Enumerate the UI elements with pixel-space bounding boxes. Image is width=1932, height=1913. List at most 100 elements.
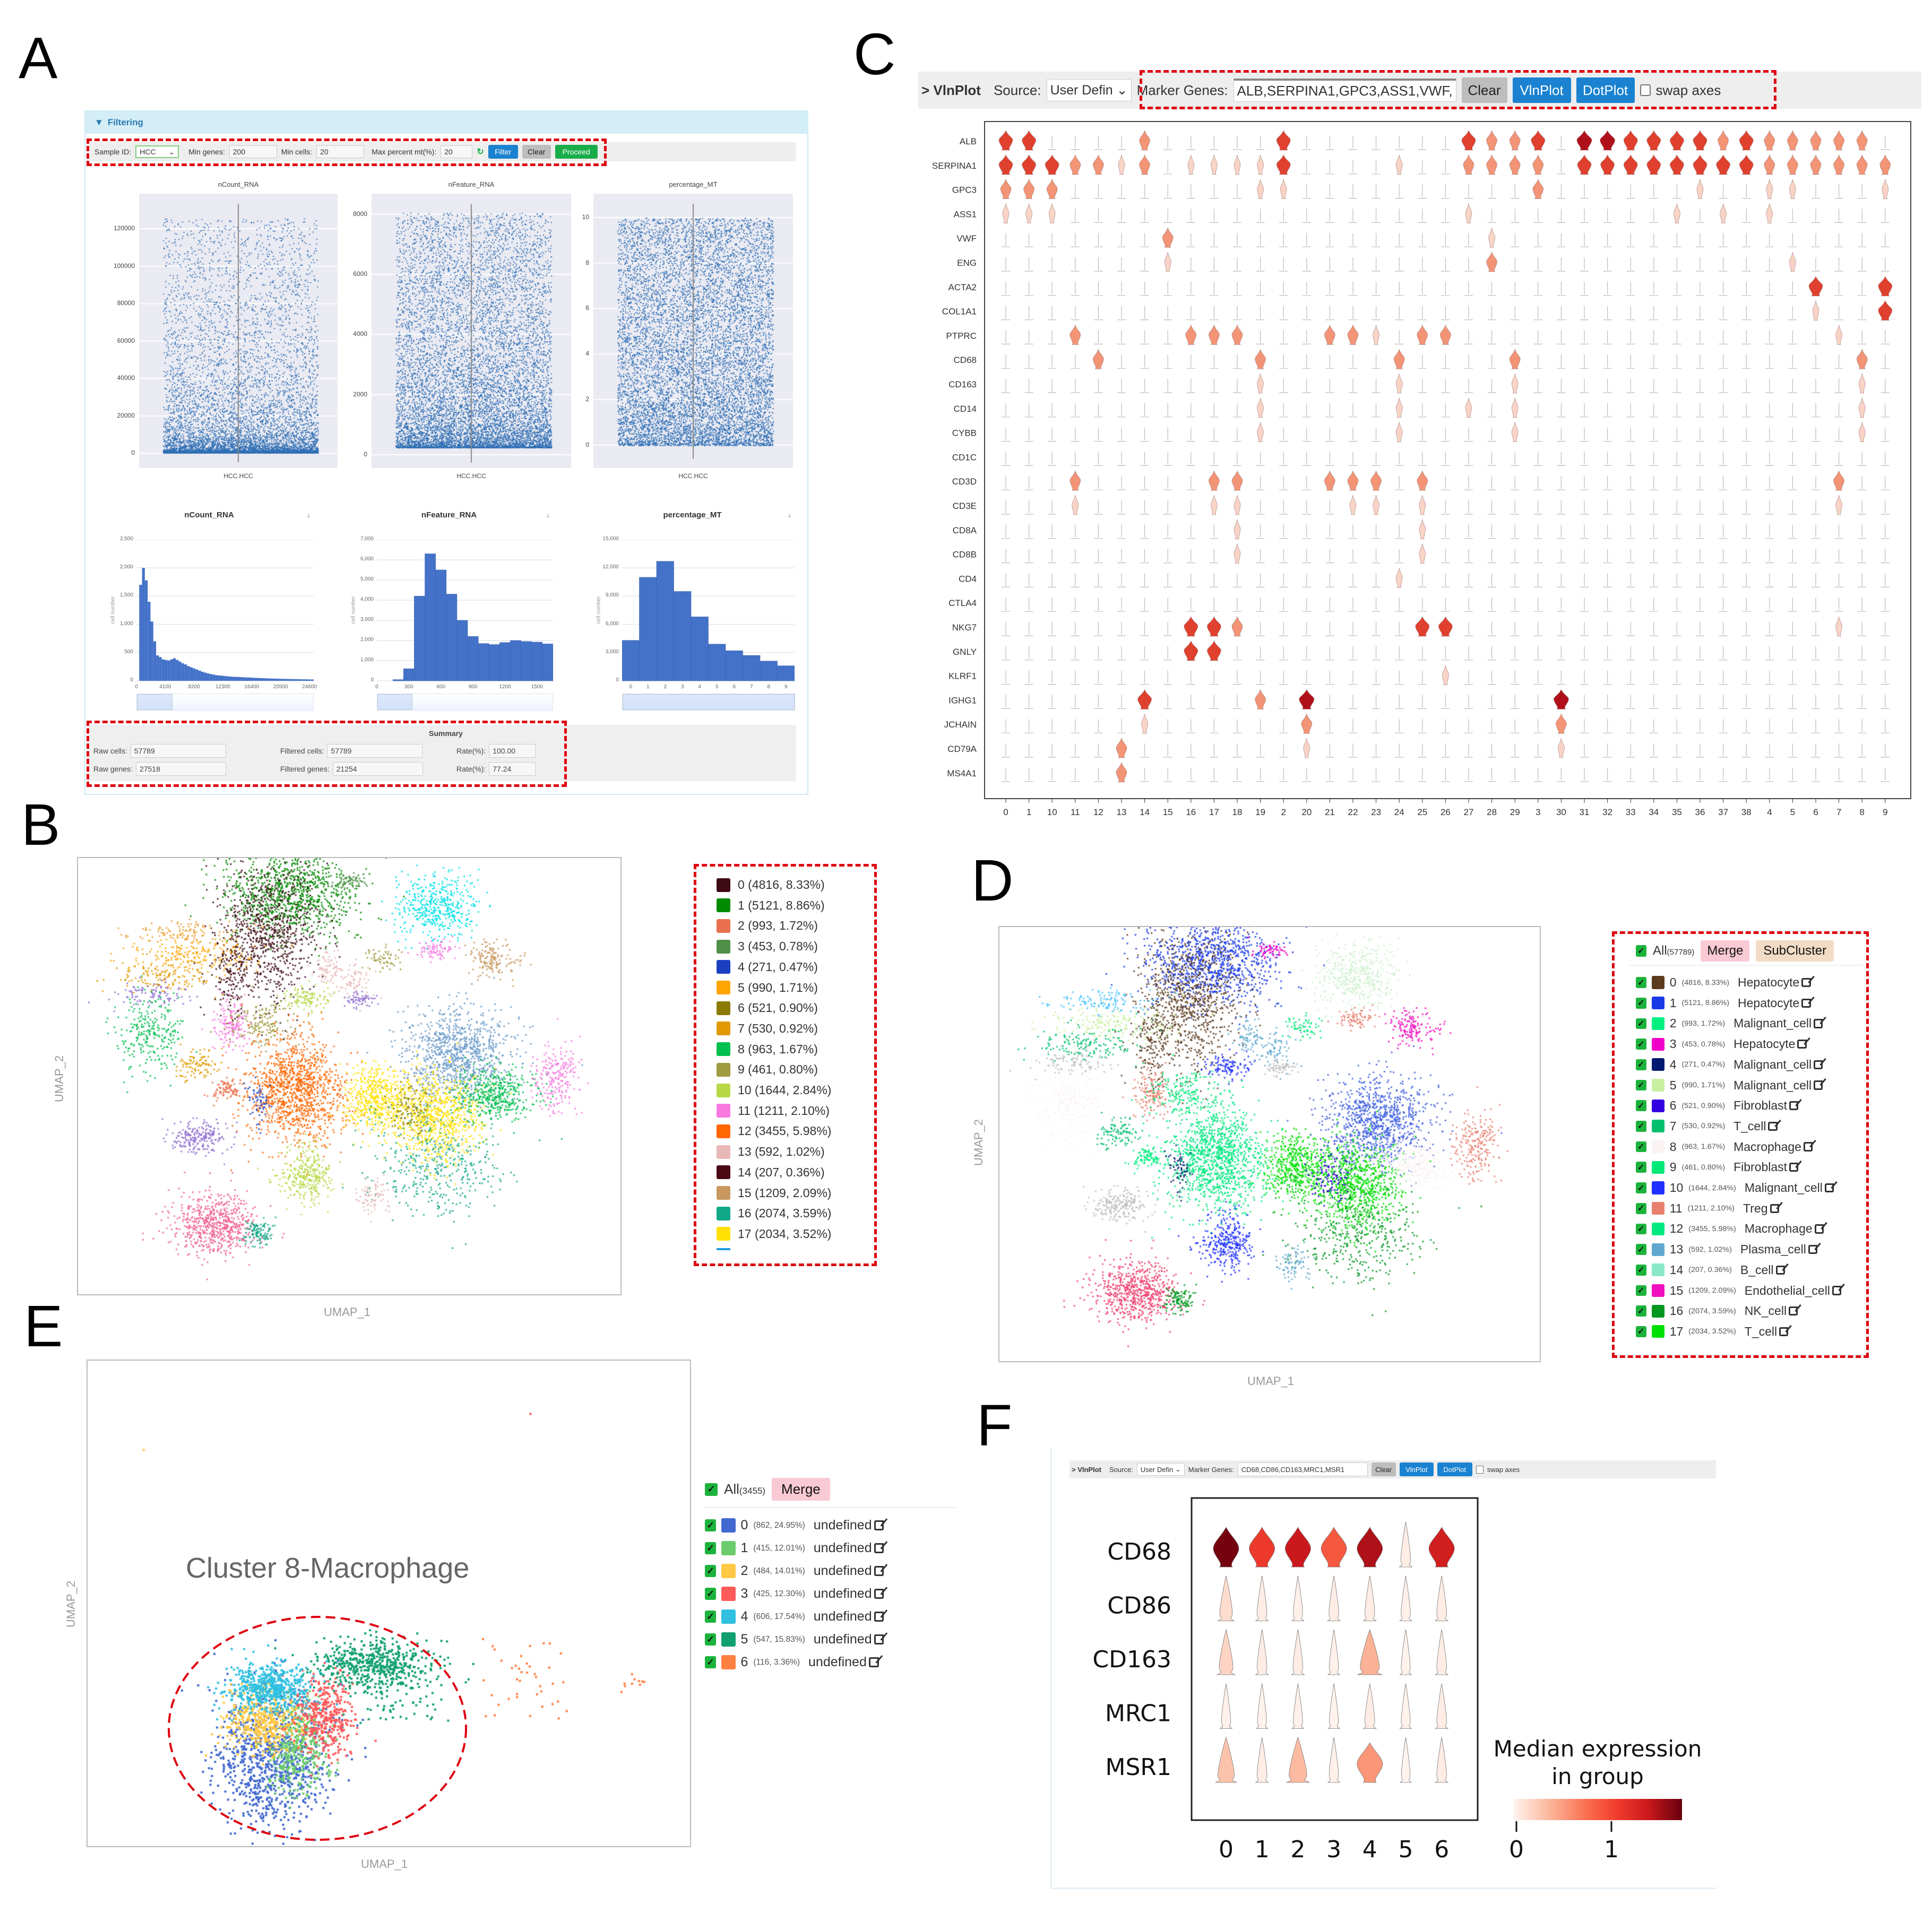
edit-icon[interactable] <box>874 1587 888 1599</box>
edit-icon[interactable] <box>1775 1263 1789 1275</box>
clear-button[interactable]: Clear <box>1461 77 1507 103</box>
edit-icon[interactable] <box>1814 1017 1827 1028</box>
range-slider[interactable] <box>622 694 795 711</box>
edit-icon[interactable] <box>1789 1304 1802 1316</box>
edit-icon[interactable] <box>1779 1325 1792 1337</box>
cluster-checkbox[interactable]: ✓ <box>705 1588 717 1600</box>
download-icon[interactable]: ⤓ <box>788 513 791 519</box>
cluster-checkbox[interactable]: ✓ <box>1636 1162 1646 1173</box>
filter-button[interactable]: Filter <box>488 145 518 159</box>
edit-icon[interactable] <box>868 1655 883 1667</box>
cluster-checkbox[interactable]: ✓ <box>1636 1018 1646 1029</box>
legend-item[interactable]: 5 (990, 1.71%) <box>717 981 818 995</box>
cluster-checkbox[interactable]: ✓ <box>1636 1100 1646 1112</box>
download-icon[interactable]: ⤓ <box>307 513 310 519</box>
sample-id-select[interactable]: HCC ⌄ <box>135 145 179 158</box>
cluster-checkbox[interactable]: ✓ <box>1636 1264 1646 1276</box>
vlnplot-button[interactable]: VlnPlot <box>1512 77 1571 103</box>
legend-item[interactable]: 0 (4816, 8.33%) <box>717 878 825 892</box>
cluster-checkbox[interactable]: ✓ <box>1636 1038 1646 1050</box>
legend-item[interactable]: 17 (2034, 3.52%) <box>717 1227 831 1241</box>
cluster-checkbox[interactable]: ✓ <box>1636 1223 1646 1235</box>
marker-genes-input[interactable]: ALB,SERPINA1,GPC3,ASS1,VWF, <box>1233 79 1456 102</box>
cluster-checkbox[interactable]: ✓ <box>705 1542 717 1554</box>
edit-icon[interactable] <box>1814 1078 1827 1090</box>
cluster-checkbox[interactable]: ✓ <box>1636 1285 1646 1296</box>
slider-handle[interactable] <box>137 694 172 710</box>
edit-icon[interactable] <box>1824 1181 1838 1193</box>
cluster-checkbox[interactable]: ✓ <box>1636 1141 1646 1153</box>
legend-item[interactable]: 12 (3455, 5.98%) <box>717 1124 831 1138</box>
edit-icon[interactable] <box>874 1564 888 1576</box>
refresh-icon[interactable]: ↻ <box>477 148 484 157</box>
marker-genes-input[interactable]: CD68,CD86,CD163,MRC1,MSR1 <box>1237 1462 1368 1476</box>
edit-icon[interactable] <box>1789 1098 1802 1111</box>
edit-icon[interactable] <box>1801 975 1815 988</box>
min-cells-input[interactable]: 20 <box>316 145 365 158</box>
cluster-checkbox[interactable]: ✓ <box>1636 1305 1646 1317</box>
legend-item[interactable]: 4 (271, 0.47%) <box>717 960 818 974</box>
range-slider[interactable] <box>377 694 553 711</box>
legend-item[interactable]: 6 (521, 0.90%) <box>717 1001 818 1015</box>
cluster-checkbox[interactable]: ✓ <box>1636 1059 1646 1070</box>
legend-item[interactable]: 3 (453, 0.78%) <box>717 939 818 954</box>
edit-icon[interactable] <box>1832 1284 1845 1295</box>
merge-button[interactable]: Merge <box>1701 940 1750 962</box>
vlnplot-button[interactable]: VlnPlot <box>1399 1462 1434 1476</box>
slider-handle[interactable] <box>377 694 413 710</box>
swap-axes-checkbox[interactable] <box>1640 84 1651 96</box>
legend-item[interactable]: 13 (592, 1.02%) <box>717 1145 825 1159</box>
proceed-button[interactable]: Proceed <box>555 145 598 159</box>
merge-button[interactable]: Merge <box>772 1478 830 1501</box>
dotplot-button[interactable]: DotPlot <box>1437 1462 1472 1476</box>
edit-icon[interactable] <box>1808 1242 1821 1254</box>
legend-item[interactable]: 7 (530, 0.92%) <box>717 1022 818 1036</box>
cluster-checkbox[interactable]: ✓ <box>705 1565 717 1577</box>
cluster-checkbox[interactable]: ✓ <box>705 1611 717 1623</box>
min-genes-input[interactable]: 200 <box>229 145 277 158</box>
cluster-checkbox[interactable]: ✓ <box>1636 1326 1646 1337</box>
subcluster-button[interactable]: SubCluster <box>1756 940 1834 962</box>
cluster-checkbox[interactable]: ✓ <box>705 1656 717 1668</box>
all-checkbox[interactable]: ✓ <box>1636 945 1646 957</box>
cluster-checkbox[interactable]: ✓ <box>1636 997 1646 1009</box>
edit-icon[interactable] <box>874 1632 888 1644</box>
cluster-checkbox[interactable]: ✓ <box>705 1633 717 1646</box>
edit-icon[interactable] <box>1801 996 1815 1008</box>
cluster-checkbox[interactable]: ✓ <box>1636 1079 1646 1091</box>
edit-icon[interactable] <box>1803 1140 1817 1152</box>
edit-icon[interactable] <box>1797 1037 1810 1049</box>
edit-icon[interactable] <box>1789 1161 1802 1172</box>
edit-icon[interactable] <box>874 1541 888 1553</box>
legend-item[interactable]: 15 (1209, 2.09%) <box>717 1186 831 1200</box>
source-select[interactable]: User Defin ⌄ <box>1046 79 1132 101</box>
cluster-checkbox[interactable]: ✓ <box>1636 1121 1646 1132</box>
download-icon[interactable]: ⤓ <box>547 513 549 519</box>
legend-item[interactable]: 16 (2074, 3.59%) <box>717 1206 831 1220</box>
edit-icon[interactable] <box>874 1518 888 1530</box>
clear-button[interactable]: Clear <box>1371 1462 1396 1476</box>
legend-item[interactable]: 11 (1211, 2.10%) <box>717 1104 830 1118</box>
all-checkbox[interactable]: ✓ <box>705 1483 718 1496</box>
range-slider[interactable] <box>136 694 314 711</box>
legend-item[interactable]: 10 (1644, 2.84%) <box>717 1083 831 1097</box>
clear-button[interactable]: Clear <box>522 145 551 159</box>
cluster-checkbox[interactable]: ✓ <box>705 1519 717 1531</box>
slider-handle[interactable] <box>623 694 795 710</box>
legend-item[interactable]: 8 (963, 1.67%) <box>717 1042 818 1057</box>
edit-icon[interactable] <box>1770 1201 1783 1213</box>
edit-icon[interactable] <box>1814 1058 1827 1069</box>
edit-icon[interactable] <box>1768 1119 1781 1131</box>
legend-item[interactable]: 9 (461, 0.80%) <box>717 1062 818 1077</box>
cluster-checkbox[interactable]: ✓ <box>1636 1182 1646 1193</box>
source-select[interactable]: User Defin ⌄ <box>1136 1463 1185 1476</box>
legend-item[interactable]: 2 (993, 1.72%) <box>717 919 818 933</box>
cluster-checkbox[interactable]: ✓ <box>1636 1202 1646 1214</box>
cluster-checkbox[interactable]: ✓ <box>1636 977 1646 988</box>
legend-item[interactable]: 14 (207, 0.36%) <box>717 1165 825 1180</box>
edit-icon[interactable] <box>874 1609 888 1622</box>
edit-icon[interactable] <box>1814 1222 1827 1234</box>
legend-item[interactable]: 1 (5121, 8.86%) <box>717 898 825 913</box>
cluster-checkbox[interactable]: ✓ <box>1636 1244 1646 1255</box>
swap-axes-checkbox[interactable] <box>1476 1465 1484 1474</box>
